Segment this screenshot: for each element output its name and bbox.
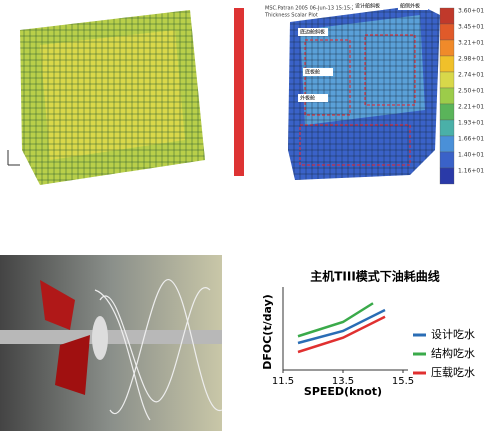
scale-label: 3.21+01 (458, 40, 484, 47)
scale-label: 1.66+01 (458, 136, 484, 143)
legend-label: 结构吃水 (431, 346, 475, 360)
scale-label: 2.74+01 (458, 72, 484, 79)
scale-swatch (439, 87, 455, 105)
scale-swatch (439, 71, 455, 89)
scale-swatch (439, 151, 455, 169)
model-label: 设计船斜板 (355, 3, 380, 10)
model-label: 船侧外板 (400, 3, 420, 10)
scale-swatch (439, 7, 455, 25)
scale-swatch (439, 103, 455, 121)
label-box (303, 68, 333, 76)
model-label: 底边舱斜板 (300, 29, 325, 36)
x-tick-label: 13.5 (332, 376, 354, 387)
scale-label: 1.40+01 (458, 152, 484, 159)
model-label: 底板舱 (305, 69, 320, 76)
chart-title: 主机TIII模式下油耗曲线 (310, 269, 440, 284)
y-axis-label: DFOC(t/day) (261, 294, 274, 370)
scale-swatch (439, 39, 455, 57)
scale-label: 2.21+01 (458, 104, 484, 111)
label-box (298, 94, 328, 102)
plot-subtitle: Thickness Scalar Plot (264, 13, 318, 19)
scale-swatch (439, 55, 455, 73)
label-box (298, 28, 328, 36)
scale-swatch (439, 167, 455, 185)
line (297, 308, 386, 345)
fem-model (7, 10, 205, 185)
propeller-photo (0, 255, 223, 431)
scale-swatch (439, 119, 455, 137)
line (297, 315, 386, 354)
x-axis-label: SPEED(knot) (304, 385, 382, 398)
label-box (398, 2, 428, 10)
scale-label: 3.45+01 (458, 24, 484, 31)
scale-swatch (439, 135, 455, 153)
scale-label: 2.98+01 (458, 56, 484, 63)
legend-label: 设计吃水 (431, 328, 475, 341)
x-tick-label: 15.5 (392, 376, 414, 387)
legend-label: 压载吃水 (431, 366, 475, 379)
label-box (353, 2, 383, 10)
x-tick-label: 11.5 (272, 376, 294, 387)
scale-swatch (439, 23, 455, 41)
plot-header: MSC.Patran 2005 06-Jun-13 15:15:21 (265, 6, 358, 12)
scale-label: 2.50+01 (458, 88, 484, 95)
scale-label: 1.16+01 (458, 168, 484, 175)
scale-label: 3.60+01 (458, 8, 484, 15)
model-label: 外板舱 (300, 95, 315, 102)
scale-label: 1.93+01 (458, 120, 484, 127)
thickness-model: MSC.Patran 2005 06-Jun-13 15:15:21 Thick… (234, 5, 440, 180)
line (297, 302, 374, 338)
